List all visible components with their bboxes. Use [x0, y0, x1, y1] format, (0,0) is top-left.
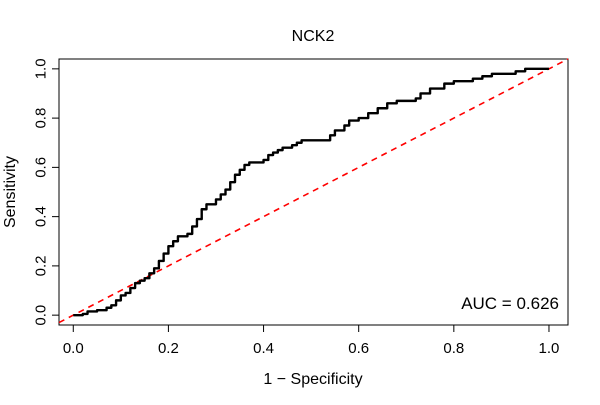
y-tick-label: 0.4 [33, 206, 50, 227]
x-axis-title: 1 − Specificity [263, 371, 362, 388]
x-tick-label: 0.0 [63, 340, 84, 357]
x-axis: 0.0 0.2 0.4 0.6 0.8 1.0 [63, 324, 560, 357]
x-tick-label: 1.0 [539, 340, 560, 357]
reference-diagonal-line [58, 58, 569, 324]
y-axis-title: Sensitivity [2, 156, 19, 228]
x-tick-label: 0.6 [348, 340, 369, 357]
x-tick-label: 0.4 [253, 340, 274, 357]
x-tick-label: 0.2 [158, 340, 179, 357]
chart-title: NCK2 [292, 28, 335, 45]
y-tick-label: 1.0 [33, 58, 50, 79]
y-tick-label: 0.0 [33, 305, 50, 326]
roc-curve [73, 67, 549, 317]
auc-annotation: AUC = 0.626 [461, 294, 559, 313]
y-tick-label: 0.2 [33, 255, 50, 276]
y-tick-label: 0.8 [33, 108, 50, 129]
y-tick-label: 0.6 [33, 157, 50, 178]
y-axis: 0.0 0.2 0.4 0.6 0.8 1.0 [33, 58, 60, 326]
x-tick-label: 0.8 [443, 340, 464, 357]
series-layer [58, 58, 569, 324]
